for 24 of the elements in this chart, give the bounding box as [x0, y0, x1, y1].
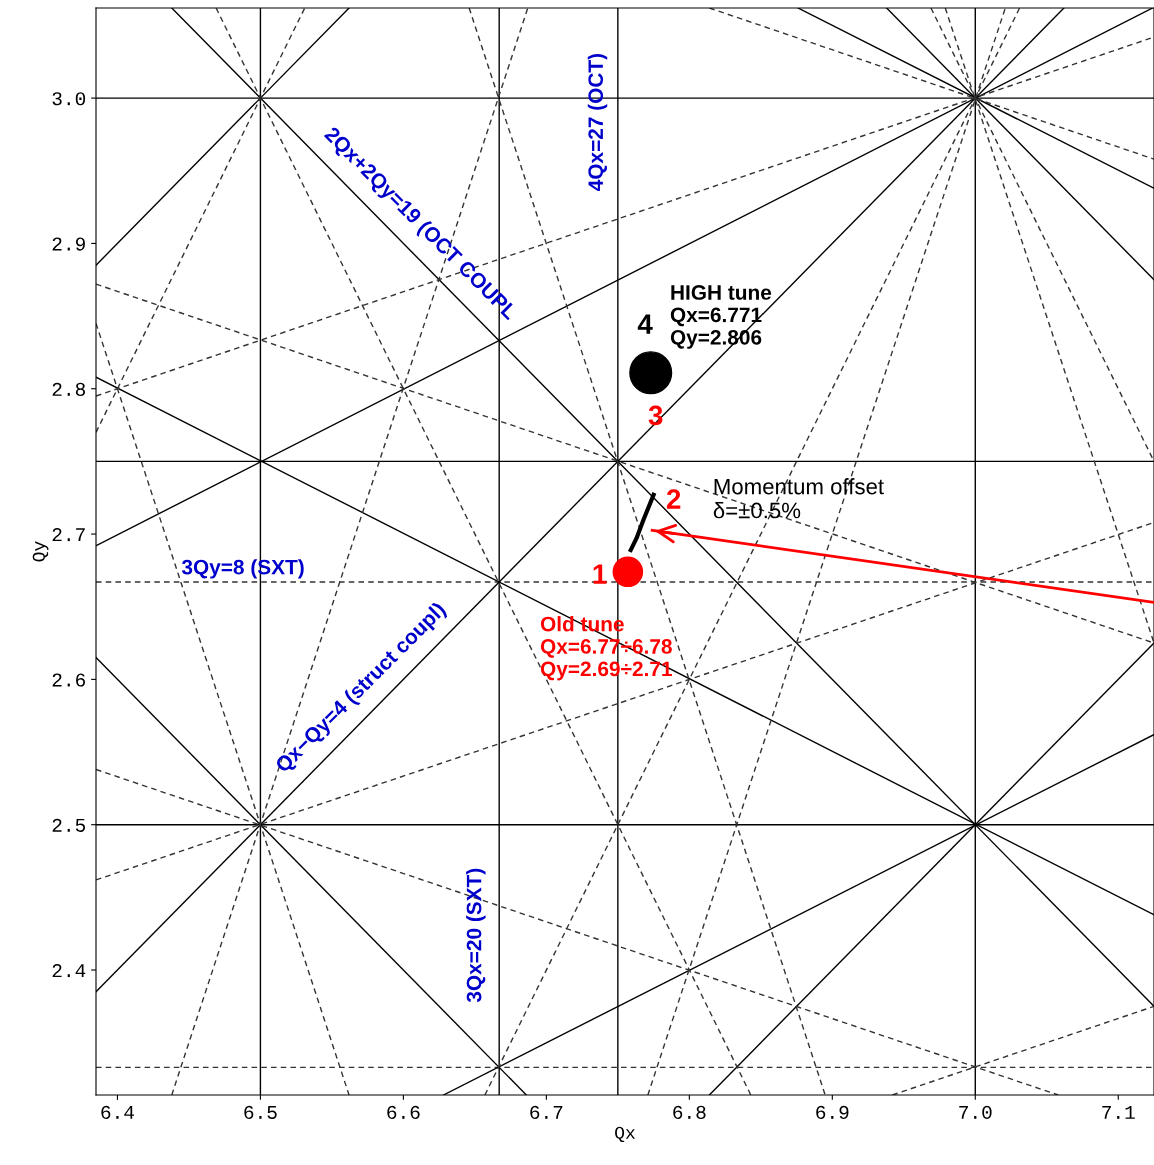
y-tick-label: 2.9 — [52, 237, 85, 251]
x-tick-label: 6.5 — [244, 1105, 277, 1119]
annotation: 1 — [593, 564, 607, 584]
x-tick-label: 6.9 — [816, 1105, 849, 1119]
x-tick-label: 6.8 — [673, 1105, 706, 1119]
y-axis-title: Qy — [32, 541, 49, 562]
x-tick-label: 6.7 — [530, 1105, 563, 1119]
y-tick-label: 2.7 — [52, 528, 85, 542]
y-tick-label: 2.8 — [52, 382, 85, 396]
x-tick-label: 6.4 — [101, 1105, 134, 1119]
x-tick-label: 7.0 — [959, 1105, 992, 1119]
annotation: 2 — [666, 489, 681, 509]
annotation: Momentum offset δ=±0.5% — [713, 478, 884, 519]
x-tick-label: 6.6 — [387, 1105, 420, 1119]
annotation: 4Qx=27 (OCT) — [587, 53, 608, 191]
x-tick-label: 7.1 — [1102, 1106, 1135, 1119]
x-axis-title: Qx — [615, 1126, 635, 1143]
y-tick-label: 2.5 — [52, 818, 86, 832]
annotation: 3Qx=20 (SXT) — [466, 868, 486, 1003]
y-tick-label: 2.4 — [52, 964, 86, 978]
y-tick-label: 2.6 — [52, 673, 86, 687]
annotation: 3 — [648, 405, 663, 426]
annotation: 4 — [637, 314, 653, 334]
y-tick-label: 3.0 — [52, 92, 86, 106]
